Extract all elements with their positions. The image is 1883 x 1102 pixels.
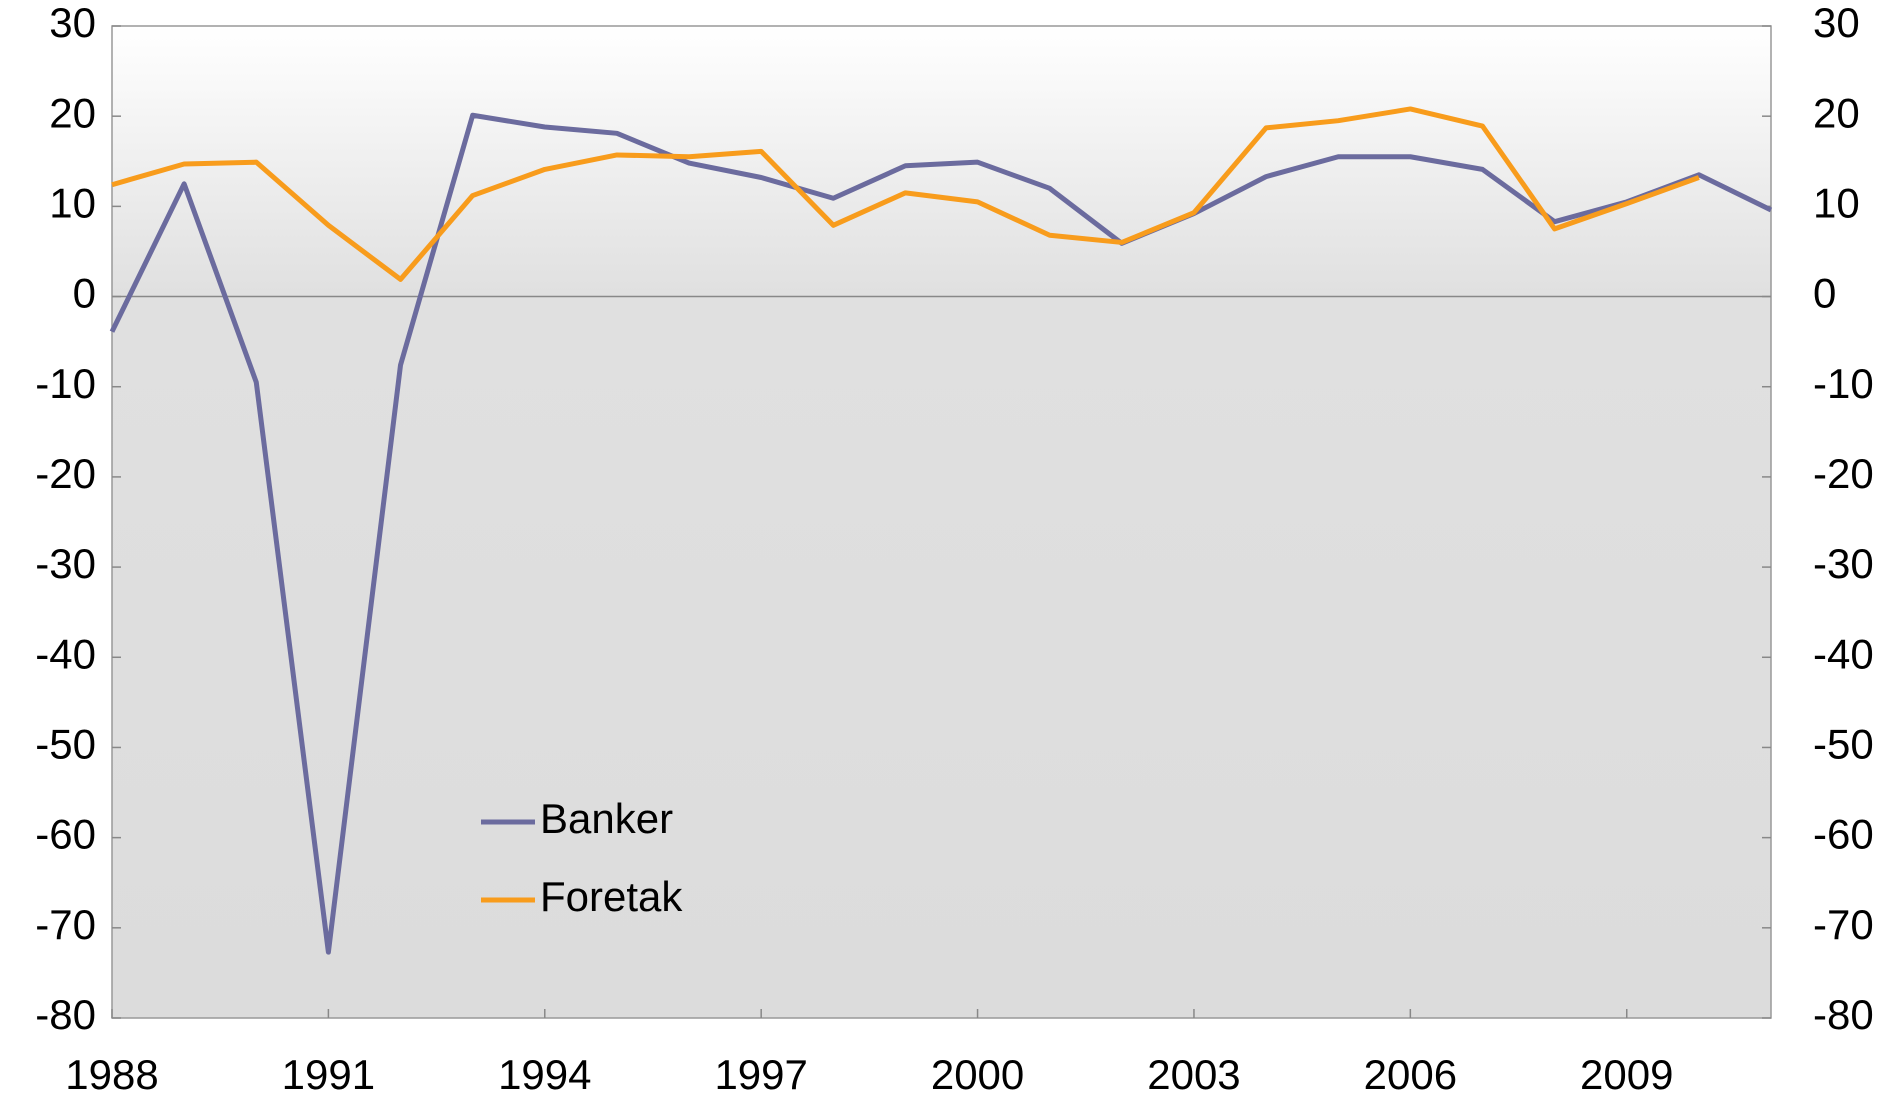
legend-label: Banker	[540, 795, 673, 842]
y2-tick-label: -20	[1813, 450, 1874, 497]
y-tick-label: -30	[35, 540, 96, 587]
x-tick-label: 1991	[282, 1051, 375, 1098]
y-tick-label: 0	[73, 270, 96, 317]
line-series	[111, 106, 1700, 282]
x-tick-label: 1988	[65, 1051, 158, 1098]
plot-area	[111, 25, 1772, 1019]
legend-label: Foretak	[540, 873, 683, 920]
y-tick-label: -60	[35, 811, 96, 858]
line-series	[109, 112, 1773, 955]
y2-tick-label: -80	[1813, 991, 1874, 1038]
y-tick-label: 30	[49, 0, 96, 46]
x-tick-label: 2009	[1580, 1051, 1673, 1098]
y2-tick-label: -60	[1813, 811, 1874, 858]
y-tick-label: -10	[35, 360, 96, 407]
x-tick-label: 1994	[498, 1051, 591, 1098]
y-tick-label: 20	[49, 89, 96, 136]
y-tick-label: -70	[35, 901, 96, 948]
x-tick-label: 1997	[714, 1051, 807, 1098]
y-tick-label: 10	[49, 179, 96, 226]
y2-tick-label: -70	[1813, 901, 1874, 948]
x-tick-label: 2003	[1147, 1051, 1240, 1098]
x-tick-label: 2000	[931, 1051, 1024, 1098]
y-tick-label: -50	[35, 721, 96, 768]
y2-tick-label: 30	[1813, 0, 1860, 46]
y-tick-label: -20	[35, 450, 96, 497]
y2-tick-label: -50	[1813, 721, 1874, 768]
y2-tick-label: 20	[1813, 89, 1860, 136]
y2-tick-label: -30	[1813, 540, 1874, 587]
y-tick-label: -40	[35, 630, 96, 677]
y2-tick-label: -10	[1813, 360, 1874, 407]
y-tick-label: -80	[35, 991, 96, 1038]
y2-tick-label: 10	[1813, 179, 1860, 226]
y2-tick-label: 0	[1813, 270, 1836, 317]
x-tick-label: 2006	[1364, 1051, 1457, 1098]
y2-tick-label: -40	[1813, 630, 1874, 677]
